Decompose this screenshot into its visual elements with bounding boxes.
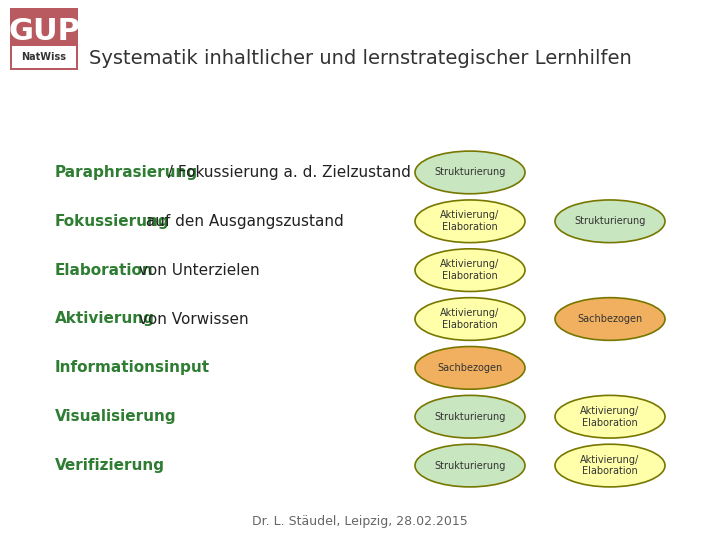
Ellipse shape [555, 444, 665, 487]
FancyBboxPatch shape [12, 46, 76, 68]
Ellipse shape [555, 395, 665, 438]
Ellipse shape [555, 200, 665, 242]
Text: Aktivierung/
Elaboration: Aktivierung/ Elaboration [441, 211, 500, 232]
Ellipse shape [415, 200, 525, 242]
Text: Strukturierung: Strukturierung [434, 167, 505, 178]
Text: Strukturierung: Strukturierung [575, 217, 646, 226]
Text: Visualisierung: Visualisierung [55, 409, 176, 424]
Text: Strukturierung: Strukturierung [434, 461, 505, 470]
Text: auf den Ausgangszustand: auf den Ausgangszustand [141, 214, 344, 229]
Text: NatWiss: NatWiss [22, 52, 66, 62]
Text: Systematik inhaltlicher und lernstrategischer Lernhilfen: Systematik inhaltlicher und lernstrategi… [89, 49, 631, 68]
Text: Aktivierung/
Elaboration: Aktivierung/ Elaboration [580, 455, 639, 476]
Ellipse shape [415, 395, 525, 438]
Text: Elaboration: Elaboration [55, 262, 154, 278]
Text: Paraphrasierung: Paraphrasierung [55, 165, 198, 180]
Text: Informationsinput: Informationsinput [55, 360, 210, 375]
Ellipse shape [415, 151, 525, 194]
Text: Sachbezogen: Sachbezogen [577, 314, 643, 324]
Text: Aktivierung: Aktivierung [55, 312, 155, 327]
Text: / Fokussierung a. d. Zielzustand: / Fokussierung a. d. Zielzustand [163, 165, 411, 180]
Text: Dr. L. Stäudel, Leipzig, 28.02.2015: Dr. L. Stäudel, Leipzig, 28.02.2015 [252, 516, 468, 529]
Text: von Vorwissen: von Vorwissen [134, 312, 249, 327]
Ellipse shape [415, 347, 525, 389]
Text: GUP: GUP [8, 17, 80, 46]
Text: Verifizierung: Verifizierung [55, 458, 165, 473]
Text: Aktivierung/
Elaboration: Aktivierung/ Elaboration [441, 308, 500, 330]
Text: Sachbezogen: Sachbezogen [437, 363, 503, 373]
Ellipse shape [415, 444, 525, 487]
Ellipse shape [415, 249, 525, 292]
Text: Strukturierung: Strukturierung [434, 411, 505, 422]
Text: von Unterzielen: von Unterzielen [134, 262, 260, 278]
Text: Aktivierung/
Elaboration: Aktivierung/ Elaboration [441, 259, 500, 281]
Ellipse shape [415, 298, 525, 340]
Text: Aktivierung/
Elaboration: Aktivierung/ Elaboration [580, 406, 639, 428]
Ellipse shape [555, 298, 665, 340]
Text: Fokussierung: Fokussierung [55, 214, 170, 229]
FancyBboxPatch shape [10, 8, 78, 70]
